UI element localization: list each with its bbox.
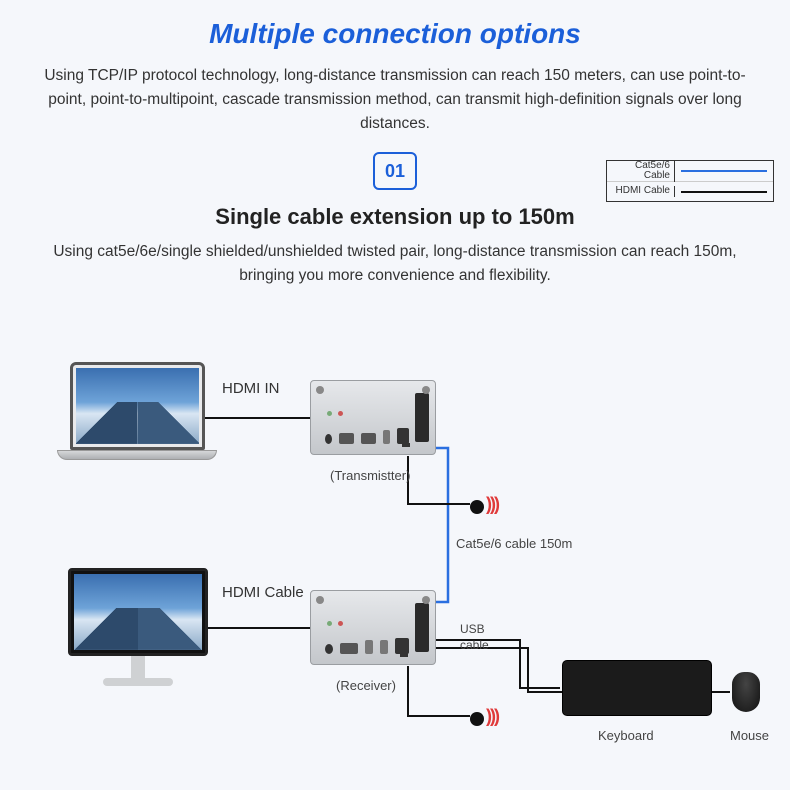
ir-emitter-tx xyxy=(470,500,484,514)
port-usb xyxy=(365,640,373,654)
monitor-display xyxy=(68,568,208,686)
port-usb xyxy=(383,430,390,444)
port-rj45 xyxy=(395,638,409,654)
keyboard-peripheral xyxy=(562,660,712,716)
ir-waves-icon: ))) xyxy=(486,706,498,727)
label-transmitter: (Transmistter) xyxy=(330,468,410,483)
wire-tx-ir xyxy=(408,456,470,504)
mouse-peripheral xyxy=(732,672,760,712)
ir-emitter-rx xyxy=(470,712,484,726)
ir-waves-icon: ))) xyxy=(486,494,498,515)
extender-receiver xyxy=(310,590,436,665)
port-hdmi xyxy=(339,433,354,444)
wire-rx-usb-kb xyxy=(432,640,560,688)
section-description: Using cat5e/6e/single shielded/unshielde… xyxy=(0,230,790,288)
main-title: Multiple connection options xyxy=(0,0,790,50)
monitor-screen xyxy=(68,568,208,656)
label-hdmi-in: HDMI IN xyxy=(222,380,280,397)
extender-transmitter xyxy=(310,380,436,455)
legend-line-hdmi xyxy=(681,191,767,193)
port-dc xyxy=(325,434,332,444)
connection-diagram: ))) ))) HDMI IN HDMI Cable (Transmistter… xyxy=(0,340,790,790)
main-description: Using TCP/IP protocol technology, long-d… xyxy=(0,50,790,136)
port-hdmi xyxy=(340,643,358,654)
section-title: Single cable extension up to 150m xyxy=(0,204,790,230)
laptop-screen xyxy=(70,362,205,450)
port-hdmi xyxy=(361,433,376,444)
legend-line-cat xyxy=(681,170,767,172)
legend-row-hdmi: HDMI Cable xyxy=(607,181,773,201)
cable-legend: Cat5e/6 Cable HDMI Cable xyxy=(606,160,774,202)
wire-rx-ir xyxy=(408,666,470,716)
laptop-source xyxy=(70,362,205,460)
label-cat-cable: Cat5e/6 cable 150m xyxy=(456,536,572,551)
legend-label: Cat5e/6 Cable xyxy=(607,161,675,182)
port-rj45 xyxy=(397,428,409,444)
legend-row-cat: Cat5e/6 Cable xyxy=(607,161,773,181)
port-usb xyxy=(380,640,388,654)
label-usb-a: USB xyxy=(460,622,485,636)
label-mouse: Mouse xyxy=(730,728,769,743)
label-keyboard: Keyboard xyxy=(598,728,654,743)
wire-tx-rx-cat xyxy=(426,448,448,602)
laptop-base xyxy=(57,450,217,460)
label-usb-b: cable xyxy=(460,638,489,652)
step-badge: 01 xyxy=(373,152,417,190)
legend-label: HDMI Cable xyxy=(607,186,675,197)
label-receiver: (Receiver) xyxy=(336,678,396,693)
port-dc xyxy=(325,644,333,654)
label-hdmi-cable: HDMI Cable xyxy=(222,584,304,601)
